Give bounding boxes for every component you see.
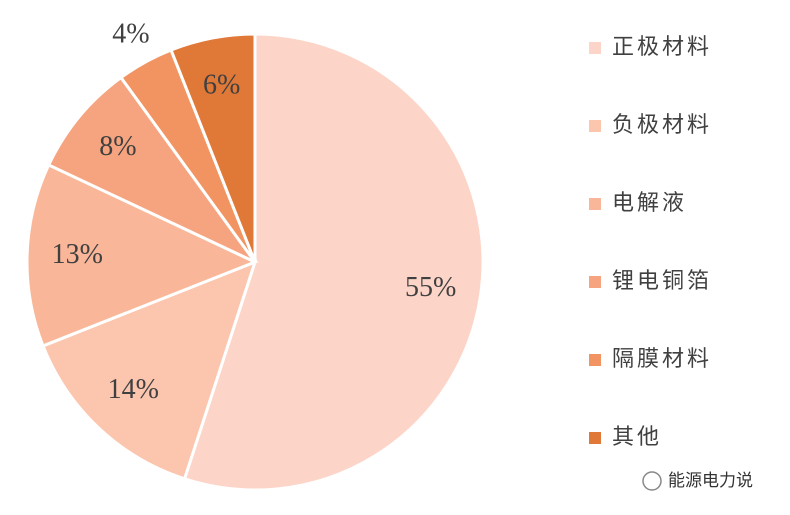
- legend-label: 隔膜材料: [612, 347, 712, 372]
- legend-label: 负极材料: [612, 113, 712, 138]
- data-label: 6%: [203, 70, 240, 101]
- data-label: 4%: [112, 19, 149, 50]
- legend-swatch: [589, 42, 601, 54]
- watermark: 能源电力说: [642, 471, 753, 491]
- pie-slice: [41, 259, 258, 481]
- pie-slice: [25, 162, 259, 348]
- legend-swatch: [589, 276, 601, 288]
- legend-label: 正极材料: [612, 35, 712, 60]
- legend-label: 锂电铜箔: [612, 269, 712, 294]
- legend-label: 其他: [612, 425, 662, 450]
- legend-label: 电解液: [612, 191, 687, 216]
- pie-slice: [169, 32, 257, 263]
- data-label: 8%: [99, 131, 136, 162]
- legend-swatch: [589, 432, 601, 444]
- data-label: 13%: [52, 239, 103, 270]
- data-label: 14%: [108, 374, 159, 405]
- legend-swatch: [589, 120, 601, 132]
- watermark-icon: [642, 471, 662, 491]
- pie-slice: [46, 75, 257, 264]
- legend-swatch: [589, 354, 601, 366]
- watermark-text: 能源电力说: [668, 471, 753, 491]
- pie-slice: [182, 32, 485, 492]
- data-label: 55%: [405, 272, 456, 303]
- legend-swatch: [589, 198, 601, 210]
